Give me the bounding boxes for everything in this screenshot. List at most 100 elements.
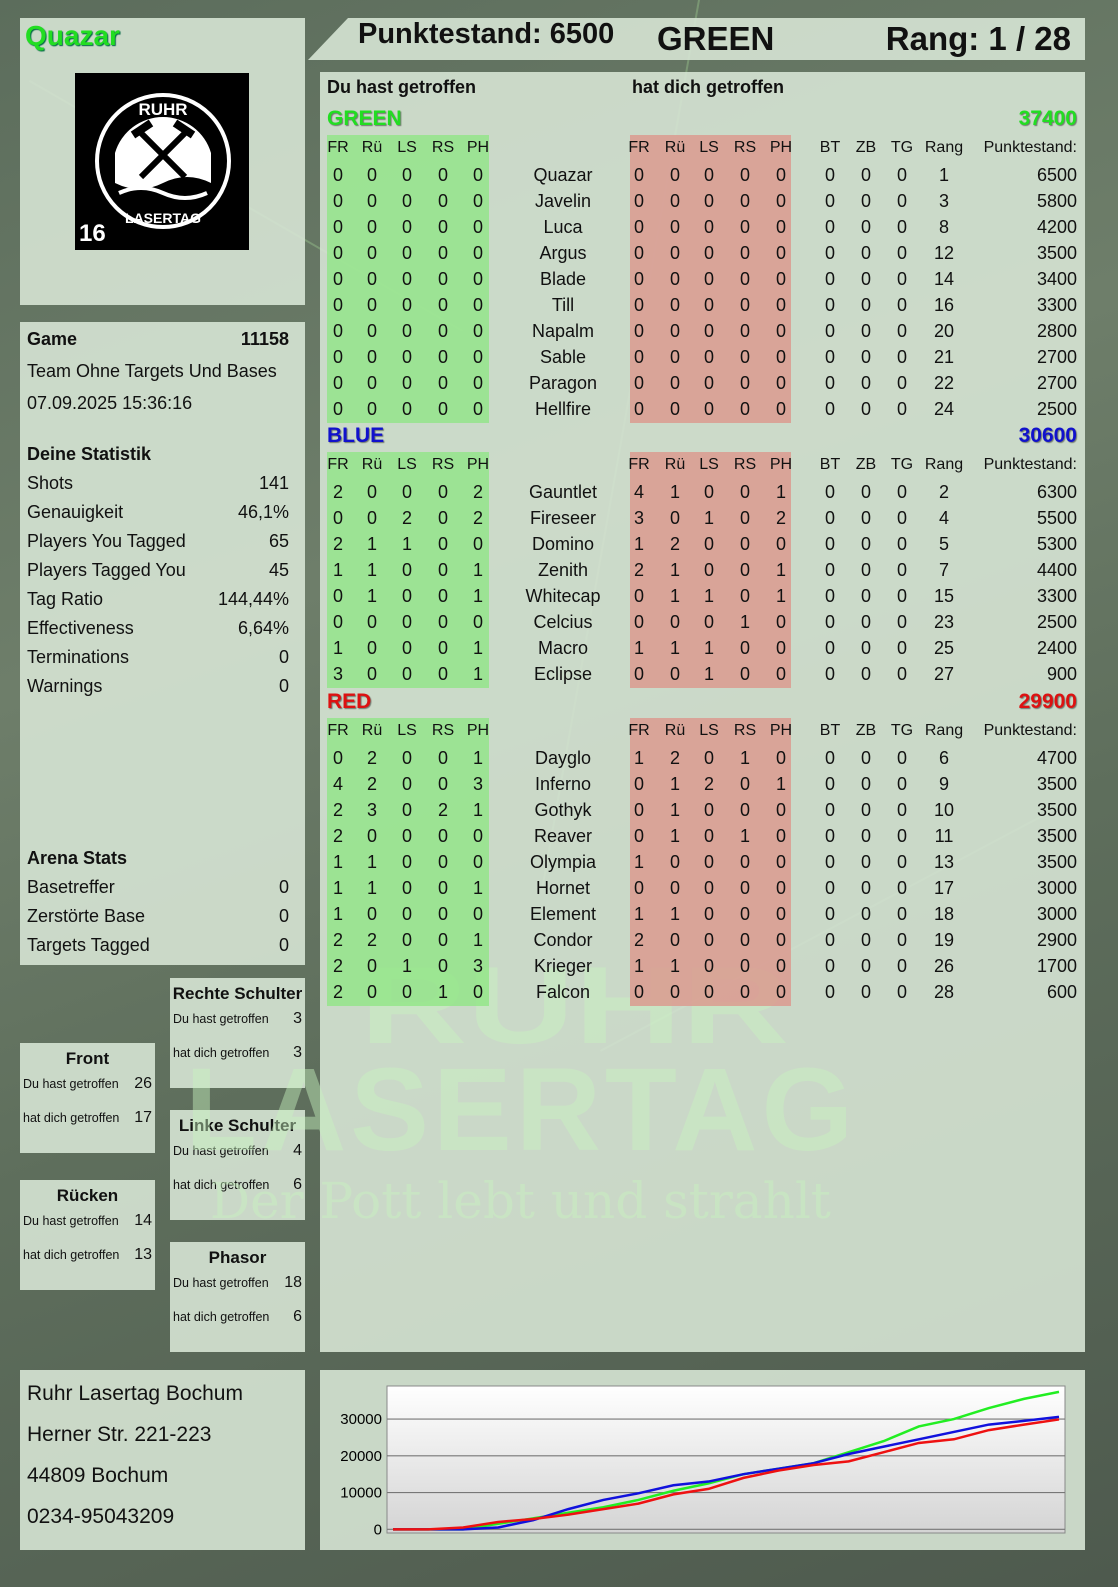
zb-cell: 0 [860, 508, 872, 528]
stat-value: 65 [268, 531, 289, 551]
rang-cell: 28 [933, 982, 955, 1002]
hitzone-title: Rücken [56, 1186, 119, 1205]
hits-given-cell: 0 [401, 586, 413, 606]
rang-cell: 7 [938, 560, 950, 580]
column-header: RS [431, 139, 455, 156]
hits-taken-cell: 0 [739, 243, 751, 263]
hits-given-cell: 0 [437, 191, 449, 211]
player-name-cell: Olympia [529, 852, 597, 872]
svg-text:LASERTAG: LASERTAG [125, 210, 201, 226]
hits-given-cell: 2 [472, 482, 484, 502]
hits-taken-cell: 0 [669, 852, 681, 872]
hits-taken-cell: 2 [669, 534, 681, 554]
score-cell: 1700 [1036, 956, 1077, 976]
rang-cell: 13 [933, 852, 955, 872]
given-value: 18 [284, 1274, 302, 1291]
hits-given-cell: 0 [472, 295, 484, 315]
player-name-cell: Javelin [534, 191, 592, 211]
score-cell: 5300 [1036, 534, 1077, 554]
tg-cell: 0 [896, 748, 908, 768]
hits-given-cell: 0 [472, 269, 484, 289]
hits-taken-cell: 0 [703, 482, 715, 502]
hits-given-cell: 2 [332, 956, 344, 976]
player-name: Quazar [25, 20, 120, 51]
hits-taken-cell: 0 [739, 774, 751, 794]
tg-cell: 0 [896, 904, 908, 924]
hits-taken-cell: 0 [669, 165, 681, 185]
player-name-cell: Fireseer [529, 508, 597, 528]
hits-taken-cell: 0 [703, 878, 715, 898]
hits-given-cell: 0 [366, 982, 378, 1002]
hits-taken-cell: 0 [703, 269, 715, 289]
column-header: Punktestand: [983, 722, 1077, 739]
hits-given-cell: 2 [366, 774, 378, 794]
hits-given-cell: 0 [437, 321, 449, 341]
column-header: ZB [855, 139, 877, 156]
hits-taken-cell: 1 [669, 956, 681, 976]
zb-cell: 0 [860, 560, 872, 580]
tg-cell: 0 [896, 191, 908, 211]
tg-cell: 0 [896, 664, 908, 684]
hits-given-cell: 0 [401, 612, 413, 632]
hits-given-cell: 0 [472, 243, 484, 263]
player-name-cell: Till [551, 295, 575, 315]
hits-given-cell: 0 [366, 217, 378, 237]
rang-cell: 21 [933, 347, 955, 367]
hits-given-cell: 1 [472, 560, 484, 580]
team-total: 37400 [1018, 107, 1077, 130]
hits-given-cell: 0 [332, 191, 344, 211]
tg-cell: 0 [896, 482, 908, 502]
hits-given-cell: 0 [401, 373, 413, 393]
player-name-cell: Dayglo [534, 748, 592, 768]
bt-cell: 0 [824, 904, 836, 924]
player-name-cell: Eclipse [533, 664, 593, 684]
hits-taken-cell: 0 [739, 800, 751, 820]
hits-taken-cell: 1 [775, 560, 787, 580]
hits-taken-cell: 1 [775, 586, 787, 606]
hitzone-title: Rechte Schulter [172, 984, 303, 1003]
hits-taken-cell: 2 [703, 774, 715, 794]
bt-cell: 0 [824, 482, 836, 502]
hits-taken-cell: 3 [633, 508, 645, 528]
column-header: PH [466, 456, 490, 473]
rang-cell: 23 [933, 612, 955, 632]
hits-taken-cell: 1 [633, 748, 645, 768]
header-score: Punktestand: 6500 [358, 18, 615, 50]
hits-given-cell: 0 [401, 878, 413, 898]
hits-given-cell: 2 [332, 534, 344, 554]
hits-taken-cell: 0 [739, 165, 751, 185]
hits-given-cell: 0 [472, 399, 484, 419]
hits-taken-cell: 0 [669, 508, 681, 528]
stat-value: 0 [278, 647, 289, 667]
rang-cell: 18 [933, 904, 955, 924]
player-name-cell: Zenith [537, 560, 589, 580]
player-name-cell: Inferno [534, 774, 592, 794]
stat-value: 141 [258, 473, 289, 493]
hits-given-cell: 0 [366, 269, 378, 289]
hits-taken-cell: 0 [739, 373, 751, 393]
hits-given-cell: 0 [437, 482, 449, 502]
player-name-cell: Hornet [535, 878, 591, 898]
hits-given-cell: 0 [366, 826, 378, 846]
hits-given-cell: 0 [401, 165, 413, 185]
hits-taken-cell: 0 [775, 321, 787, 341]
bt-cell: 0 [824, 774, 836, 794]
hits-taken-cell: 0 [703, 826, 715, 846]
column-header: FR [327, 456, 349, 473]
hits-taken-cell: 0 [775, 534, 787, 554]
hits-given-cell: 0 [437, 347, 449, 367]
tg-cell: 0 [896, 638, 908, 658]
given-block [327, 452, 489, 688]
stat-label: Tag Ratio [27, 589, 104, 609]
stat-value: 0 [278, 676, 289, 696]
hits-given-cell: 0 [437, 826, 449, 846]
hits-given-cell: 1 [332, 904, 344, 924]
hits-taken-cell: 0 [703, 800, 715, 820]
hits-taken-cell: 0 [669, 295, 681, 315]
hits-given-cell: 1 [472, 800, 484, 820]
column-header: LS [699, 456, 719, 473]
hits-given-cell: 0 [437, 373, 449, 393]
player-name-cell: Reaver [533, 826, 593, 846]
team-total: 30600 [1018, 424, 1077, 447]
hits-taken-cell: 0 [739, 534, 751, 554]
